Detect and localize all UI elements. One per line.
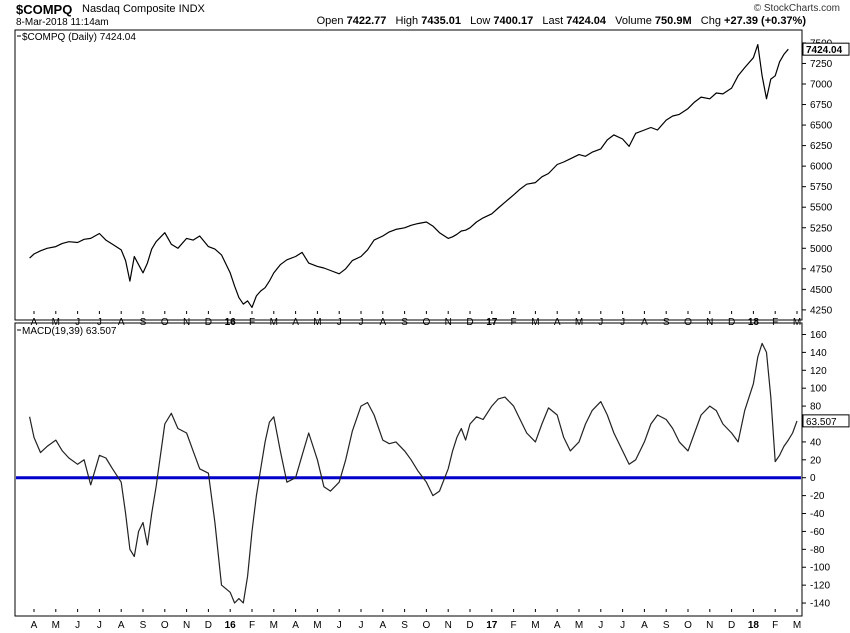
y-tick-label: 6250 [810, 141, 833, 152]
y-tick-label: 7000 [810, 80, 833, 91]
y-tick-label: 5250 [810, 223, 833, 234]
y-tick-label: 80 [810, 402, 822, 413]
y-tick-label: 4500 [810, 285, 833, 296]
price-series-line [29, 43, 789, 308]
x-tick-label: J [620, 620, 625, 631]
quote-stats: Open 7422.77 High 7435.01 Low 7400.17 La… [317, 15, 806, 27]
high-value: 7435.01 [421, 15, 461, 27]
last-value-tag-box [802, 414, 850, 428]
y-tick-label: -140 [810, 599, 830, 610]
y-tick-label: 20 [810, 455, 822, 466]
y-tick-label: 6750 [810, 100, 833, 111]
y-tick-label: -100 [810, 563, 830, 574]
y-tick-label: 7250 [810, 59, 833, 70]
x-tick-label: N [183, 620, 190, 631]
macd-panel: MACD(19,39) 63.507 -140 -120 -100 -80 -60 -40… [14, 322, 850, 631]
y-tick-label: 0 [810, 473, 816, 484]
y-tick-label: 6000 [810, 162, 833, 173]
x-tick-label: M [313, 620, 321, 631]
x-tick-label: S [401, 620, 408, 631]
chg-label: Chg [700, 15, 721, 27]
x-tick-label: D [466, 620, 473, 631]
x-tick-label: A [292, 620, 299, 631]
y-tick-label: 160 [810, 330, 827, 341]
x-tick-label: F [249, 620, 255, 631]
y-tick-label: 100 [810, 384, 827, 395]
last-value-tag: 63.507 [806, 417, 837, 428]
x-tick-label: M [575, 620, 583, 631]
high-label: High [395, 15, 419, 27]
last-value-tag-box [802, 42, 850, 56]
x-tick-label: J [337, 620, 342, 631]
y-tick-label: -120 [810, 581, 830, 592]
y-tick-label: 6500 [810, 121, 833, 132]
macd-legend: MACD(19,39) 63.507 [22, 326, 117, 337]
timestamp: 8-Mar-2018 11:14am [16, 17, 109, 28]
x-tick-label: N [445, 620, 452, 631]
price-panel-frame [14, 29, 803, 321]
y-tick-label: 4750 [810, 264, 833, 275]
volume-label: Volume [615, 15, 652, 27]
x-tick-label: M [270, 620, 278, 631]
y-tick-label: 5000 [810, 244, 833, 255]
x-tick-label: M [531, 620, 539, 631]
x-tick-label: F [772, 620, 778, 631]
x-tick-label: 17 [486, 620, 498, 631]
y-tick-label: 4250 [810, 305, 833, 316]
x-tick-label: J [598, 620, 603, 631]
open-value: 7422.77 [346, 15, 387, 27]
volume-value: 750.9M [654, 15, 692, 27]
x-tick-label: M [52, 620, 60, 631]
x-tick-label: 18 [748, 620, 760, 631]
x-tick-label: J [359, 620, 364, 631]
last-value: 7424.04 [566, 15, 606, 27]
symbol: $COMPQ [16, 2, 73, 17]
low-value: 7400.17 [493, 15, 534, 27]
x-tick-label: 16 [225, 620, 237, 631]
chart-header: $COMPQ Nasdaq Composite INDX 8-Mar-2018 … [0, 0, 850, 30]
x-tick-label: S [140, 620, 147, 631]
x-tick-label: O [161, 620, 169, 631]
y-tick-label: 5500 [810, 203, 833, 214]
macd-panel-frame [14, 322, 803, 617]
chg-value: +27.39 (+0.37%) [724, 15, 806, 27]
y-tick-label: 140 [810, 348, 827, 359]
x-tick-label: A [641, 620, 648, 631]
x-tick-label: D [728, 620, 735, 631]
last-label: Last [542, 15, 564, 27]
low-label: Low [470, 15, 491, 27]
x-tick-label: J [75, 620, 80, 631]
x-tick-label: S [663, 620, 670, 631]
open-label: Open [316, 15, 344, 27]
instrument-name: Nasdaq Composite INDX [82, 3, 205, 15]
y-tick-label: 120 [810, 366, 827, 377]
y-tick-label: 40 [810, 437, 822, 448]
x-tick-label: M [793, 620, 801, 631]
macd-series-line [29, 342, 798, 604]
price-legend: $COMPQ (Daily) 7424.04 [22, 32, 136, 43]
y-tick-label: -60 [810, 527, 825, 538]
brand-watermark: © StockCharts.com [753, 3, 840, 14]
price-panel: $COMPQ (Daily) 7424.04 4250 4500 4750 5000 5… [14, 29, 850, 328]
x-tick-label: O [423, 620, 431, 631]
x-tick-label: N [706, 620, 713, 631]
y-tick-label: -40 [810, 509, 825, 520]
y-tick-label: 5750 [810, 182, 833, 193]
x-tick-label: A [31, 620, 38, 631]
last-value-tag: 7424.04 [806, 45, 843, 56]
x-tick-label: A [118, 620, 125, 631]
x-tick-label: J [97, 620, 102, 631]
y-tick-label: -20 [810, 491, 825, 502]
x-tick-label: A [379, 620, 386, 631]
x-tick-label: A [554, 620, 561, 631]
x-tick-label: D [205, 620, 212, 631]
x-tick-label: O [684, 620, 692, 631]
x-tick-label: F [511, 620, 517, 631]
y-tick-label: -80 [810, 545, 825, 556]
